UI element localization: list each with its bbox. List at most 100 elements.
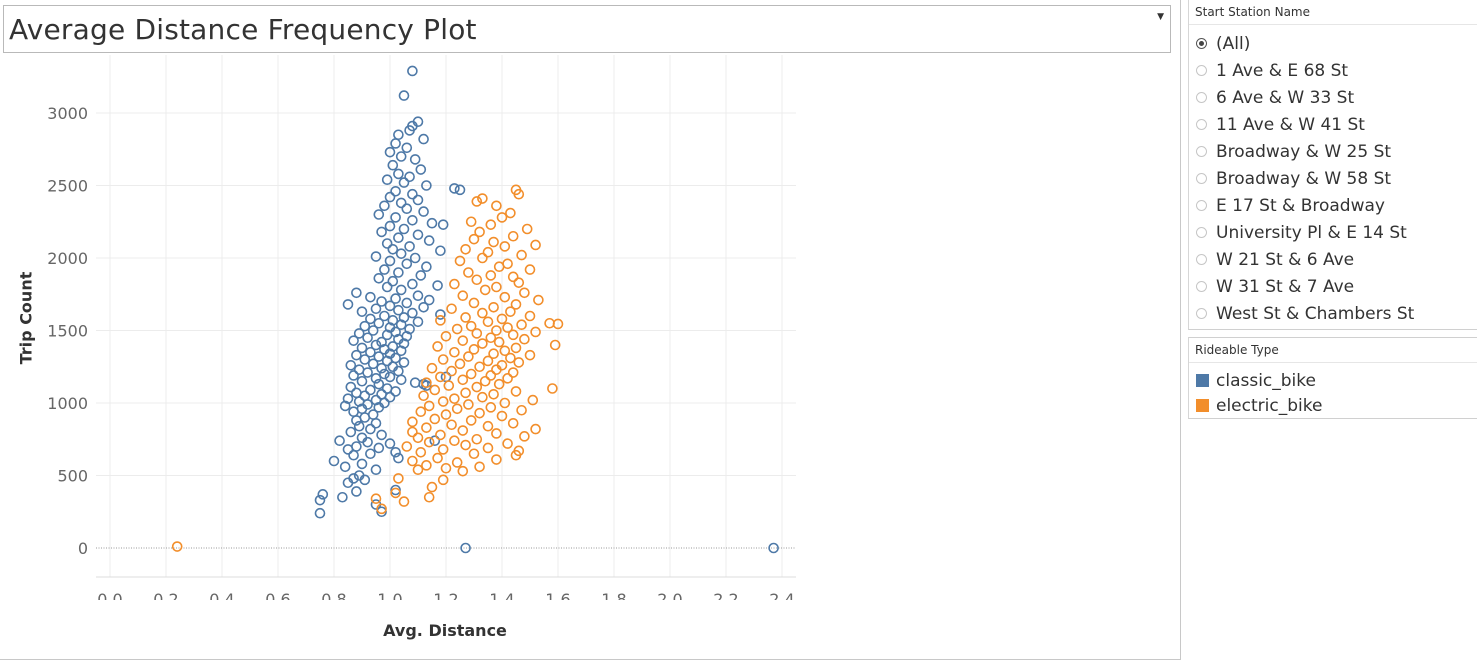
classic-bike-point[interactable] <box>339 461 351 473</box>
classic-bike-point[interactable] <box>398 90 410 101</box>
classic-bike-point[interactable] <box>390 293 401 304</box>
electric-bike-point[interactable] <box>412 464 424 476</box>
electric-bike-point[interactable] <box>426 481 438 493</box>
electric-bike-point[interactable] <box>488 236 499 248</box>
classic-bike-point[interactable] <box>407 215 418 226</box>
electric-bike-point[interactable] <box>482 246 494 258</box>
classic-bike-point[interactable] <box>365 384 376 396</box>
classic-bike-point[interactable] <box>423 294 435 306</box>
electric-bike-point[interactable] <box>468 297 480 309</box>
filter-option[interactable]: E 17 St & Broadway <box>1189 192 1477 219</box>
electric-bike-point[interactable] <box>429 413 441 425</box>
electric-bike-point[interactable] <box>482 316 494 328</box>
radio-button[interactable] <box>1196 119 1207 130</box>
electric-bike-point[interactable] <box>513 188 525 200</box>
classic-bike-point[interactable] <box>398 223 410 235</box>
electric-bike-point[interactable] <box>421 460 432 471</box>
electric-bike-point[interactable] <box>449 393 460 404</box>
electric-bike-point[interactable] <box>426 362 438 374</box>
electric-bike-point[interactable] <box>460 387 471 399</box>
electric-bike-point[interactable] <box>432 341 443 352</box>
classic-bike-point[interactable] <box>365 346 376 358</box>
classic-bike-point[interactable] <box>393 129 404 141</box>
classic-bike-point[interactable] <box>409 154 421 165</box>
electric-bike-point[interactable] <box>507 230 519 242</box>
classic-bike-point[interactable] <box>435 245 446 257</box>
electric-bike-point[interactable] <box>376 503 387 515</box>
electric-bike-point[interactable] <box>457 465 469 477</box>
electric-bike-point[interactable] <box>502 373 513 384</box>
classic-bike-point[interactable] <box>356 458 368 470</box>
filter-option[interactable]: Broadway & W 58 St <box>1189 165 1477 192</box>
classic-bike-point[interactable] <box>376 296 387 307</box>
classic-bike-point[interactable] <box>401 258 413 270</box>
electric-bike-point[interactable] <box>463 267 474 278</box>
electric-bike-point[interactable] <box>479 375 491 387</box>
classic-bike-point[interactable] <box>381 355 393 367</box>
filter-option[interactable]: West St & Chambers St <box>1189 300 1477 327</box>
classic-bike-point[interactable] <box>314 507 326 519</box>
classic-bike-point[interactable] <box>390 386 401 397</box>
electric-bike-point[interactable] <box>471 196 483 207</box>
electric-bike-point[interactable] <box>457 335 469 346</box>
classic-bike-point[interactable] <box>393 267 404 278</box>
classic-bike-point[interactable] <box>373 273 385 284</box>
classic-bike-point[interactable] <box>373 351 385 362</box>
electric-bike-point[interactable] <box>407 416 418 428</box>
classic-bike-point[interactable] <box>418 302 429 313</box>
classic-bike-point[interactable] <box>370 464 382 476</box>
electric-bike-point[interactable] <box>477 338 488 349</box>
classic-bike-point[interactable] <box>353 328 365 339</box>
electric-bike-point[interactable] <box>471 328 483 339</box>
electric-bike-point[interactable] <box>423 400 435 412</box>
classic-bike-point[interactable] <box>449 183 460 194</box>
classic-bike-point[interactable] <box>379 200 390 212</box>
radio-button[interactable] <box>1196 92 1207 103</box>
electric-bike-point[interactable] <box>499 345 511 357</box>
classic-bike-point[interactable] <box>370 251 382 262</box>
electric-bike-point[interactable] <box>513 277 525 288</box>
classic-bike-point[interactable] <box>418 133 429 145</box>
classic-bike-point[interactable] <box>384 191 396 203</box>
electric-bike-point[interactable] <box>491 281 502 293</box>
electric-bike-point[interactable] <box>446 419 457 431</box>
electric-bike-point[interactable] <box>446 303 457 315</box>
classic-bike-point[interactable] <box>415 164 427 175</box>
classic-bike-point[interactable] <box>370 373 382 384</box>
classic-bike-point[interactable] <box>345 381 357 393</box>
radio-button[interactable] <box>1196 38 1207 49</box>
classic-bike-point[interactable] <box>460 542 471 554</box>
classic-bike-point[interactable] <box>353 420 365 432</box>
electric-bike-point[interactable] <box>496 212 508 223</box>
classic-bike-point[interactable] <box>365 448 376 460</box>
electric-bike-point[interactable] <box>491 364 502 375</box>
electric-bike-point[interactable] <box>530 423 541 435</box>
electric-bike-point[interactable] <box>479 284 491 296</box>
electric-bike-point[interactable] <box>407 426 418 438</box>
electric-bike-point[interactable] <box>412 432 424 444</box>
electric-bike-point[interactable] <box>421 422 432 433</box>
electric-bike-point[interactable] <box>468 344 480 355</box>
classic-bike-point[interactable] <box>390 212 401 223</box>
electric-bike-point[interactable] <box>482 420 494 432</box>
electric-bike-point[interactable] <box>435 315 446 326</box>
electric-bike-point[interactable] <box>530 326 541 338</box>
classic-bike-point[interactable] <box>390 186 401 197</box>
electric-bike-point[interactable] <box>491 325 502 336</box>
classic-bike-point[interactable] <box>348 449 359 461</box>
classic-bike-point[interactable] <box>423 235 435 246</box>
electric-bike-point[interactable] <box>468 448 480 460</box>
electric-bike-point[interactable] <box>488 348 499 360</box>
electric-bike-point[interactable] <box>485 270 497 281</box>
classic-bike-point[interactable] <box>373 209 385 220</box>
classic-bike-point[interactable] <box>384 438 396 449</box>
classic-bike-point[interactable] <box>351 486 362 497</box>
classic-bike-point[interactable] <box>421 180 432 191</box>
classic-bike-point[interactable] <box>314 494 326 506</box>
classic-bike-point[interactable] <box>407 278 418 290</box>
chevron-down-icon[interactable]: ▼ <box>1157 12 1164 22</box>
classic-bike-point[interactable] <box>345 359 357 371</box>
classic-bike-point[interactable] <box>384 220 396 232</box>
classic-bike-point[interactable] <box>356 306 368 317</box>
classic-bike-point[interactable] <box>384 255 396 267</box>
